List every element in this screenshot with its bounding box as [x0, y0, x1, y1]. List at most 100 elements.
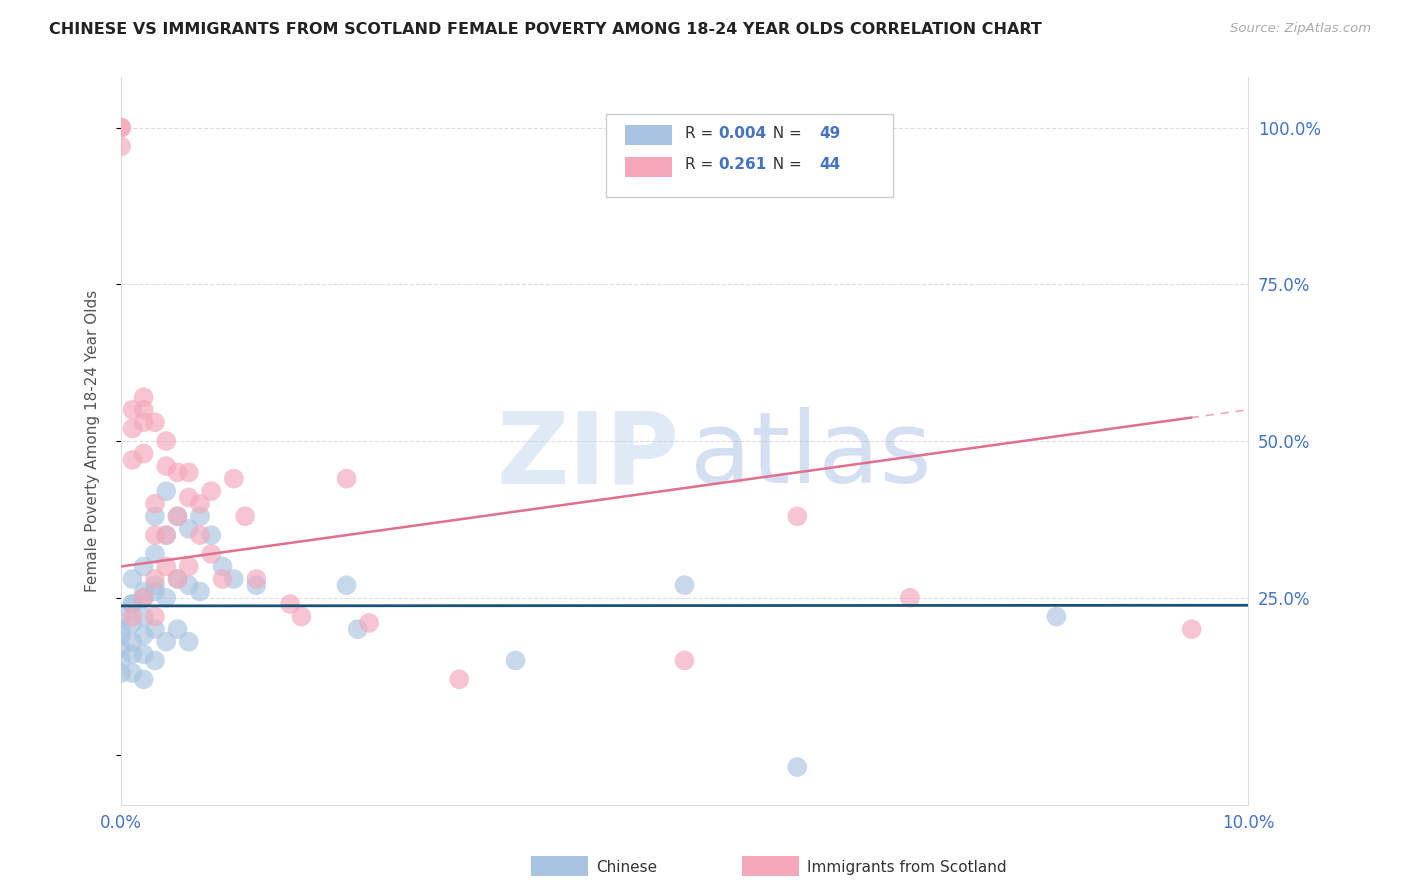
Point	[132, 559, 155, 574]
Point	[177, 491, 200, 505]
Point	[177, 634, 200, 648]
Point	[1045, 609, 1067, 624]
Point	[222, 472, 245, 486]
Point	[143, 497, 166, 511]
Point	[132, 415, 155, 429]
Point	[166, 509, 188, 524]
Text: Chinese: Chinese	[596, 860, 657, 874]
Point	[121, 609, 143, 624]
Point	[143, 653, 166, 667]
Point	[110, 609, 132, 624]
Point	[143, 547, 166, 561]
Point	[278, 597, 301, 611]
Point	[132, 390, 155, 404]
Point	[188, 509, 211, 524]
Point	[155, 484, 177, 499]
Point	[143, 584, 166, 599]
Point	[177, 578, 200, 592]
Point	[121, 597, 143, 611]
Point	[166, 509, 188, 524]
Point	[121, 421, 143, 435]
Text: Immigrants from Scotland: Immigrants from Scotland	[807, 860, 1007, 874]
Text: N =: N =	[763, 157, 807, 172]
FancyBboxPatch shape	[624, 157, 672, 178]
Point	[188, 497, 211, 511]
Point	[132, 591, 155, 605]
Point	[121, 634, 143, 648]
Point	[335, 578, 357, 592]
Point	[110, 622, 132, 636]
Point	[143, 622, 166, 636]
Point	[200, 528, 222, 542]
Point	[143, 415, 166, 429]
Text: 0.004: 0.004	[718, 126, 766, 141]
Point	[155, 559, 177, 574]
Point	[335, 472, 357, 486]
Point	[132, 673, 155, 687]
Y-axis label: Female Poverty Among 18-24 Year Olds: Female Poverty Among 18-24 Year Olds	[86, 290, 100, 592]
Text: 49: 49	[820, 126, 841, 141]
Point	[132, 402, 155, 417]
Point	[449, 673, 471, 687]
Point	[155, 634, 177, 648]
Point	[143, 528, 166, 542]
Point	[121, 402, 143, 417]
Point	[132, 584, 155, 599]
Point	[346, 622, 368, 636]
Text: N =: N =	[763, 126, 807, 141]
Point	[143, 572, 166, 586]
Point	[245, 572, 267, 586]
Point	[166, 572, 188, 586]
Point	[357, 615, 380, 630]
Text: Source: ZipAtlas.com: Source: ZipAtlas.com	[1230, 22, 1371, 36]
Point	[143, 509, 166, 524]
Point	[211, 572, 233, 586]
Point	[121, 647, 143, 661]
Point	[110, 120, 132, 135]
Text: 44: 44	[820, 157, 841, 172]
Point	[245, 578, 267, 592]
Point	[110, 653, 132, 667]
Point	[290, 609, 312, 624]
Point	[155, 591, 177, 605]
Point	[200, 547, 222, 561]
Point	[121, 597, 143, 611]
Point	[132, 609, 155, 624]
Point	[673, 578, 696, 592]
Point	[1181, 622, 1204, 636]
Point	[110, 120, 132, 135]
FancyBboxPatch shape	[606, 114, 893, 197]
Point	[155, 459, 177, 474]
Point	[786, 760, 808, 774]
Point	[188, 528, 211, 542]
Point	[155, 528, 177, 542]
Point	[110, 640, 132, 655]
Point	[121, 666, 143, 681]
Point	[222, 572, 245, 586]
Point	[177, 466, 200, 480]
Point	[166, 466, 188, 480]
Point	[132, 591, 155, 605]
Point	[155, 434, 177, 448]
Point	[110, 666, 132, 681]
Point	[143, 609, 166, 624]
Point	[786, 509, 808, 524]
Text: atlas: atlas	[690, 407, 932, 504]
Point	[505, 653, 527, 667]
Point	[143, 578, 166, 592]
Point	[211, 559, 233, 574]
Point	[898, 591, 921, 605]
Point	[166, 622, 188, 636]
Point	[121, 615, 143, 630]
Text: CHINESE VS IMMIGRANTS FROM SCOTLAND FEMALE POVERTY AMONG 18-24 YEAR OLDS CORRELA: CHINESE VS IMMIGRANTS FROM SCOTLAND FEMA…	[49, 22, 1042, 37]
Point	[155, 528, 177, 542]
Point	[110, 628, 132, 642]
Text: R =: R =	[685, 126, 717, 141]
Point	[177, 559, 200, 574]
Point	[132, 628, 155, 642]
Point	[110, 139, 132, 153]
Point	[121, 572, 143, 586]
FancyBboxPatch shape	[624, 125, 672, 145]
Point	[121, 453, 143, 467]
Text: R =: R =	[685, 157, 717, 172]
